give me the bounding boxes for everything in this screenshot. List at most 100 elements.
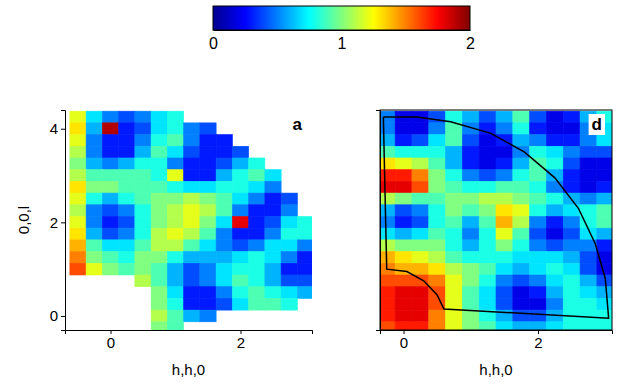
heatmap-cell: [249, 193, 265, 205]
heatmap-cell: [446, 193, 463, 205]
heatmap-cell: [232, 275, 248, 287]
heatmap-cell: [119, 205, 135, 217]
heatmap-cell: [232, 216, 248, 228]
heatmap-cell: [167, 287, 183, 299]
heatmap-cell: [429, 252, 446, 264]
heatmap-cell: [580, 322, 597, 330]
heatmap-cell: [563, 111, 580, 123]
heatmap-cell: [200, 263, 216, 275]
heatmap-cell: [200, 193, 216, 205]
x-tick: 0: [400, 330, 408, 351]
heatmap-cell: [597, 205, 612, 217]
heatmap-cell: [281, 298, 297, 310]
heatmap-cell: [265, 252, 281, 264]
heatmap-cell: [580, 205, 597, 217]
y-tick: 2: [50, 214, 65, 231]
heatmap-cell: [380, 205, 395, 217]
heatmap-cell: [167, 146, 183, 158]
heatmap-cell: [513, 146, 530, 158]
heatmap-cell: [232, 193, 248, 205]
heatmap-cell: [513, 322, 530, 330]
heatmap-cell: [530, 170, 547, 182]
heatmap-cell: [446, 158, 463, 170]
heatmap-cell: [265, 181, 281, 193]
heatmap-cell: [151, 228, 167, 240]
heatmap-cell: [380, 228, 395, 240]
heatmap-cell: [446, 146, 463, 158]
heatmap-cell: [395, 228, 412, 240]
heatmap-cell: [184, 275, 200, 287]
x-axis-line: [66, 331, 313, 335]
heatmap-cell: [412, 228, 429, 240]
heatmap-cell: [530, 310, 547, 322]
heatmap-cell: [167, 263, 183, 275]
heatmap-cell: [513, 181, 530, 193]
heatmap-cell: [249, 275, 265, 287]
x-axis-line: [381, 331, 613, 335]
heatmap-cell: [446, 205, 463, 217]
heatmap-cell: [429, 146, 446, 158]
y-tick-mark: [61, 316, 65, 317]
y-tick: 4: [50, 120, 65, 137]
heatmap-cell: [102, 181, 118, 193]
heatmap-cell: [563, 275, 580, 287]
heatmap-cell: [462, 240, 479, 252]
heatmap-cell: [151, 310, 167, 322]
heatmap-cell: [249, 228, 265, 240]
x-axis-title: h,h,0: [172, 361, 205, 378]
heatmap-cell: [119, 216, 135, 228]
heatmap-cell: [232, 263, 248, 275]
y-tick-label: 2: [50, 214, 58, 231]
heatmap-cell: [462, 252, 479, 264]
heatmap-cell: [200, 275, 216, 287]
heatmap-cell: [530, 298, 547, 310]
heatmap-cell: [513, 298, 530, 310]
heatmap-cell: [380, 146, 395, 158]
heatmap-cell: [429, 181, 446, 193]
heatmap-cell: [563, 123, 580, 135]
heatmap-cell: [429, 263, 446, 275]
heatmap-cell: [597, 135, 612, 147]
heatmap-cell: [184, 158, 200, 170]
heatmap-cell: [70, 181, 86, 193]
heatmap-cell: [530, 322, 547, 330]
y-tick-label: 0: [50, 307, 58, 324]
heatmap-cell: [151, 205, 167, 217]
heatmap-cell: [530, 205, 547, 217]
heatmap-cell: [563, 263, 580, 275]
heatmap-cell: [232, 228, 248, 240]
heatmap-cell: [462, 310, 479, 322]
heatmap-cell: [249, 263, 265, 275]
heatmap-cell: [86, 123, 102, 135]
heatmap-cell: [462, 135, 479, 147]
heatmap-cell: [429, 158, 446, 170]
heatmap-cell: [184, 123, 200, 135]
heatmap-cell: [446, 240, 463, 252]
heatmap-cell: [184, 193, 200, 205]
y-tick-label: 4: [50, 120, 58, 137]
heatmap-cell: [513, 252, 530, 264]
heatmap-cell: [151, 275, 167, 287]
heatmap-cell: [429, 322, 446, 330]
y-axis-line: [376, 111, 381, 331]
heatmap-cell: [462, 298, 479, 310]
heatmap-cell: [479, 158, 496, 170]
heatmap-cell: [216, 170, 232, 182]
heatmap-cell: [86, 146, 102, 158]
heatmap-cell: [563, 252, 580, 264]
heatmap-cell: [200, 240, 216, 252]
heatmap-cell: [546, 181, 563, 193]
heatmap-cell: [580, 158, 597, 170]
heatmap-cell: [412, 252, 429, 264]
heatmap-cell: [597, 298, 612, 310]
heatmap-cell: [429, 228, 446, 240]
heatmap-cell: [412, 193, 429, 205]
heatmap-cell: [580, 170, 597, 182]
heatmap-cell: [412, 146, 429, 158]
heatmap-cell: [281, 216, 297, 228]
heatmap-cell: [86, 205, 102, 217]
heatmap-cell: [232, 287, 248, 299]
heatmap-cell: [151, 252, 167, 264]
heatmap-cell: [265, 263, 281, 275]
heatmap-cell: [232, 158, 248, 170]
